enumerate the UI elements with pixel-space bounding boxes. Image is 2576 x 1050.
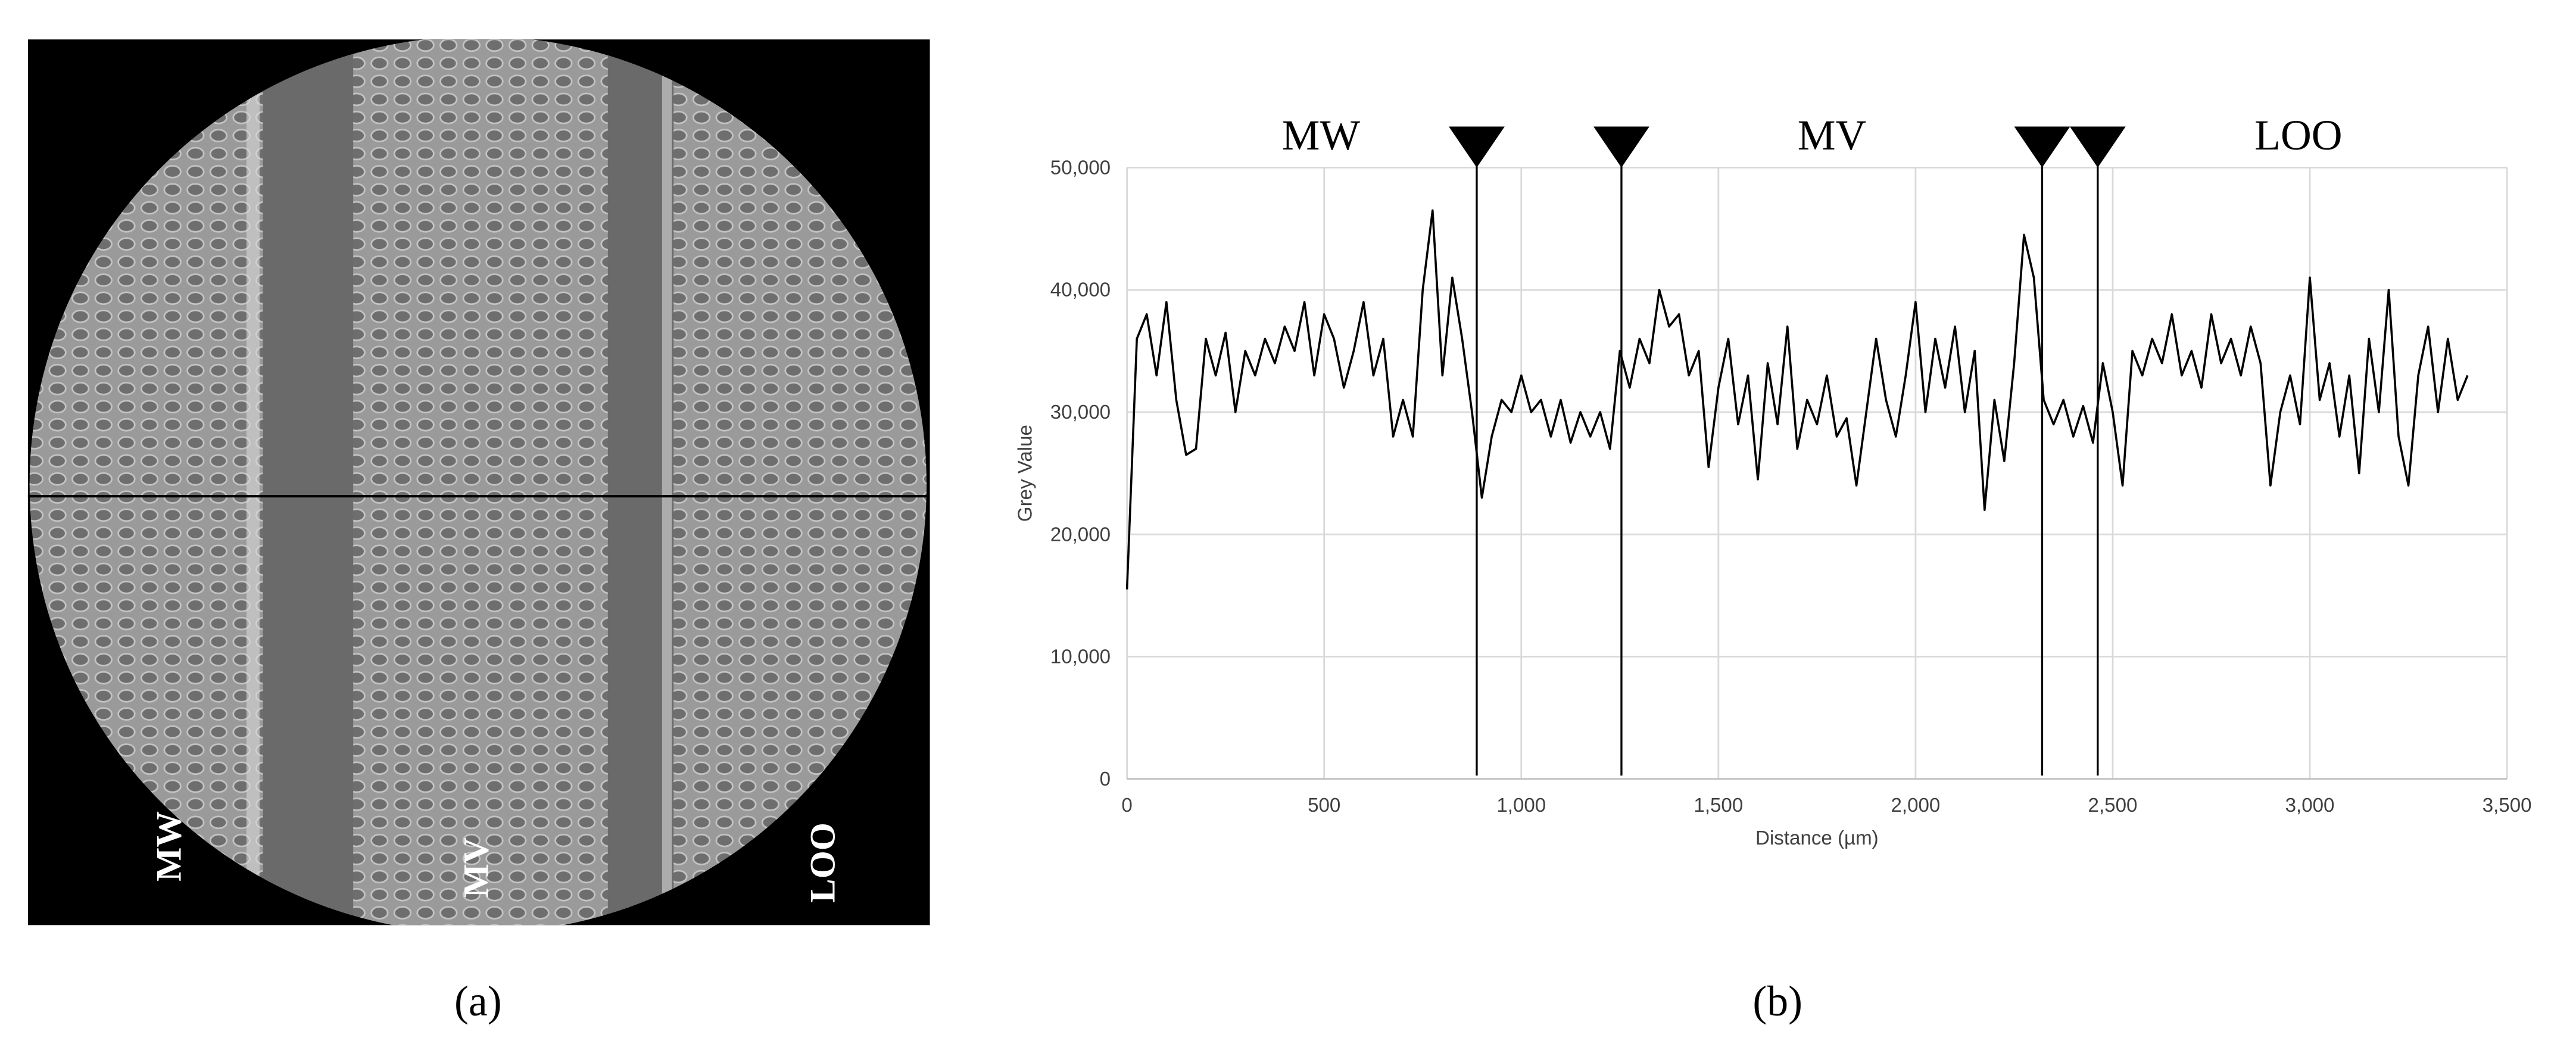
y-tick-label: 40,000	[1050, 279, 1111, 301]
micro-ct-image: MW MV LOO	[27, 39, 930, 926]
x-tick-label: 3,000	[2285, 794, 2335, 817]
image-disc	[29, 39, 927, 926]
x-tick-label: 1,000	[1496, 794, 1546, 817]
x-tick-label: 0	[1121, 794, 1132, 817]
x-tick-label: 500	[1308, 794, 1340, 817]
image-label: MV	[456, 837, 496, 898]
region-label: MW	[1282, 111, 1361, 159]
x-tick-label: 2,500	[2088, 794, 2138, 817]
x-axis-label: Distance (µm)	[1755, 827, 1879, 849]
region-label: MV	[1798, 111, 1867, 159]
boundary-marker	[1593, 126, 1649, 168]
x-tick-label: 2,000	[1891, 794, 1940, 817]
chart: 0 10,000 20,000 30,000 40,000 50,000 0 500 1,000…	[1015, 111, 2532, 849]
y-axis-label: Grey Value	[1015, 425, 1037, 522]
boundary-marker	[1449, 126, 1505, 168]
x-tick-label: 1,500	[1694, 794, 1743, 817]
y-tick-label: 0	[1100, 768, 1111, 790]
image-label: LOO	[803, 822, 843, 903]
y-tick-label: 10,000	[1050, 646, 1111, 668]
y-tick-label: 50,000	[1050, 157, 1111, 179]
region-label: LOO	[2254, 111, 2342, 159]
image-label: MW	[149, 811, 189, 881]
caption: (b)	[1752, 977, 1802, 1025]
data-line	[1125, 209, 2469, 590]
x-tick-label: 3,500	[2483, 794, 2532, 817]
boundary-marker	[2069, 126, 2126, 168]
y-tick-label: 20,000	[1050, 524, 1111, 546]
boundary-marker	[2014, 126, 2070, 168]
y-tick-label: 30,000	[1050, 401, 1111, 423]
caption: (a)	[454, 977, 502, 1025]
